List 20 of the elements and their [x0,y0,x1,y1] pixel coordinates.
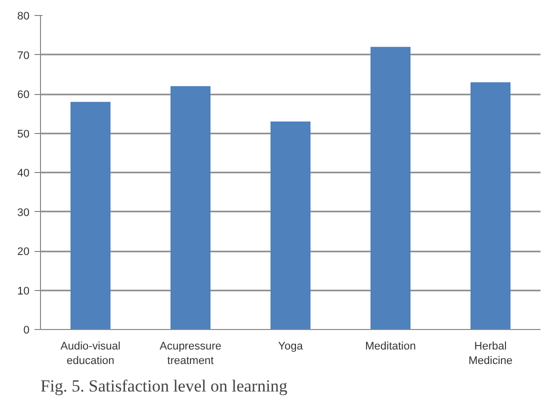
y-tick-label: 50 [17,128,30,140]
bar [70,102,110,330]
bar [470,82,510,330]
y-tick-label: 30 [17,206,30,219]
bar [270,121,310,330]
x-tick-label: Acupressure treatment [160,340,222,367]
y-tick-label: 80 [17,10,30,22]
bar [170,86,210,330]
caption: Fig. 5. Satisfaction level on learning [40,376,288,396]
y-tick-label: 40 [17,168,30,180]
y-tick-label: 70 [17,50,30,62]
x-tick-label: Meditation [365,340,416,352]
x-tick-label: Yoga [278,340,304,352]
y-tick-label: 0 [23,324,30,336]
y-tick-label: 20 [17,246,30,258]
x-tick-label: Herbal Medicine [468,340,513,367]
bar [370,46,410,330]
y-tick-label: 10 [17,285,30,298]
x-tick-label: Audio-visual education [60,340,120,367]
y-tick-label: 60 [17,89,30,101]
